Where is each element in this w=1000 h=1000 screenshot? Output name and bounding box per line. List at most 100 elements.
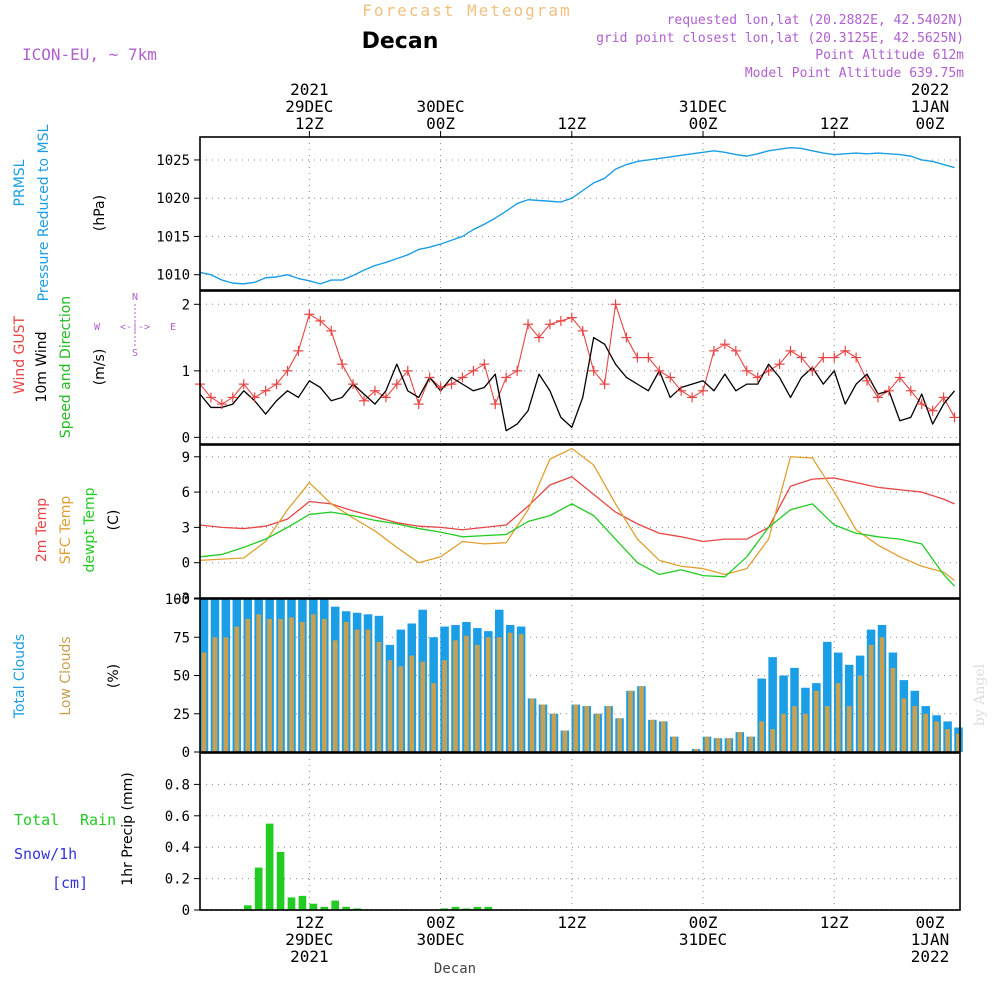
low-cloud-bar bbox=[748, 736, 754, 752]
low-cloud-bar bbox=[868, 644, 874, 752]
low-cloud-bar bbox=[835, 683, 841, 752]
pressure-grid bbox=[200, 137, 960, 290]
clouds-series bbox=[199, 599, 963, 752]
y-tick-label: 0 bbox=[182, 430, 190, 446]
low-cloud-bar bbox=[245, 618, 251, 752]
gust-marker bbox=[905, 385, 916, 396]
pressure-line bbox=[199, 147, 955, 285]
gust-marker bbox=[785, 345, 796, 356]
clouds-y-label: Total Clouds Low Clouds (%) bbox=[12, 634, 122, 719]
bottom-time-label: 2021 bbox=[290, 947, 329, 966]
gust-marker bbox=[763, 365, 774, 376]
low-cloud-bar bbox=[376, 641, 382, 752]
wind-grid bbox=[200, 291, 960, 444]
gust-marker bbox=[457, 372, 468, 383]
y-tick-label: 50 bbox=[173, 669, 190, 685]
y-tick-label: 25 bbox=[173, 707, 190, 723]
low-cloud-bar bbox=[726, 738, 732, 752]
precip-frame bbox=[199, 752, 961, 911]
wind-line bbox=[199, 336, 956, 432]
gust-marker bbox=[402, 365, 413, 376]
pressure-series bbox=[199, 147, 955, 285]
temp-frame bbox=[199, 444, 961, 599]
model-label: ICON-EU, ~ 7km bbox=[22, 45, 157, 64]
low-cloud-bar bbox=[475, 644, 480, 752]
low-cloud-bar bbox=[824, 706, 830, 752]
low-cloud-bar bbox=[398, 666, 404, 752]
top-time-label: 00Z bbox=[916, 114, 945, 133]
y-tick-label: 2 bbox=[182, 297, 190, 313]
pressure-y-label: PRMSL Pressure Reduced to MSL (hPa) bbox=[12, 124, 108, 301]
low-cloud-bar bbox=[901, 698, 907, 752]
gust-marker bbox=[238, 379, 249, 390]
low-cloud-bar bbox=[529, 698, 535, 752]
top-time-label: 31DEC bbox=[679, 97, 727, 116]
gust-marker bbox=[708, 345, 719, 356]
clouds-label-total: Total Clouds bbox=[12, 634, 28, 719]
rain-bar bbox=[298, 895, 307, 910]
gust-marker bbox=[293, 345, 304, 356]
low-cloud-bar bbox=[496, 637, 502, 752]
low-cloud-bar bbox=[332, 640, 338, 752]
gust-marker bbox=[369, 385, 380, 396]
t2m-line bbox=[199, 476, 955, 543]
precip-grid bbox=[200, 753, 960, 910]
dewpoint-line bbox=[199, 503, 956, 587]
precip-series bbox=[200, 823, 960, 911]
gust-marker bbox=[337, 359, 348, 370]
low-cloud-bar bbox=[453, 640, 458, 752]
y-tick-label: 0 bbox=[182, 556, 190, 572]
low-cloud-bar bbox=[311, 614, 316, 752]
gust-marker bbox=[566, 312, 577, 323]
gust-marker bbox=[883, 385, 894, 396]
y-tick-label: 1010 bbox=[156, 268, 190, 284]
gust-marker bbox=[260, 385, 271, 396]
rain-bar bbox=[254, 867, 263, 910]
pressure-label-line2: Pressure Reduced to MSL bbox=[36, 124, 52, 301]
y-tick-label: 9 bbox=[182, 450, 190, 466]
clouds-label-low: Low Clouds bbox=[58, 636, 74, 715]
temp-y-label: 2m Temp SFC Temp dewpt Temp (C) bbox=[34, 487, 122, 572]
requested-coords: requested lon,lat (20.2882E, 42.5402N) bbox=[667, 13, 964, 28]
gust-marker bbox=[643, 352, 654, 363]
gridpoint-coords: grid point closest lon,lat (20.3125E, 42… bbox=[596, 31, 964, 46]
temp-y-ticks: -3 0 3 6 9 bbox=[173, 450, 200, 607]
low-cloud-bar bbox=[584, 706, 590, 752]
low-cloud-bar bbox=[693, 748, 699, 752]
gust-marker bbox=[359, 395, 370, 406]
top-time-label: 12Z bbox=[557, 114, 586, 133]
compass-arrow: <-|-> bbox=[120, 322, 150, 333]
low-cloud-bar bbox=[770, 729, 775, 752]
gust-marker bbox=[676, 385, 687, 396]
gust-marker bbox=[949, 412, 960, 423]
low-cloud-bar bbox=[212, 637, 218, 752]
rain-bar bbox=[331, 900, 340, 910]
gust-marker bbox=[807, 365, 818, 376]
gust-marker bbox=[599, 379, 610, 390]
gust-marker bbox=[468, 365, 479, 376]
rain-bar bbox=[287, 897, 296, 910]
top-time-label: 29DEC bbox=[285, 97, 333, 116]
low-cloud-bar bbox=[857, 675, 863, 752]
wind-panel: 0 1 2 Wind GUST 10m Wind Speed and Directi… bbox=[12, 290, 961, 446]
gust-marker bbox=[840, 345, 851, 356]
gust-marker bbox=[555, 315, 566, 326]
bottom-time-label: 31DEC bbox=[679, 930, 727, 949]
location-title: Decan bbox=[362, 29, 439, 54]
bottom-time-label: 00Z bbox=[426, 913, 455, 932]
gust-marker bbox=[479, 359, 490, 370]
rain-bar bbox=[451, 906, 460, 910]
low-cloud-bar bbox=[715, 738, 721, 752]
top-time-label: 1JAN bbox=[911, 97, 950, 116]
precip-y-label: Total Rain Snow/1h [cm] 1hr Precip (mm) bbox=[14, 772, 136, 892]
top-time-label: 00Z bbox=[689, 114, 718, 133]
rain-bar bbox=[320, 906, 329, 910]
low-cloud-bar bbox=[518, 634, 524, 752]
gust-marker bbox=[687, 392, 698, 403]
y-tick-label: -3 bbox=[173, 591, 190, 607]
gust-marker bbox=[621, 332, 632, 343]
gust-marker bbox=[862, 375, 873, 386]
precip-label-rain: Rain bbox=[80, 811, 116, 829]
wind-frame bbox=[199, 290, 961, 445]
